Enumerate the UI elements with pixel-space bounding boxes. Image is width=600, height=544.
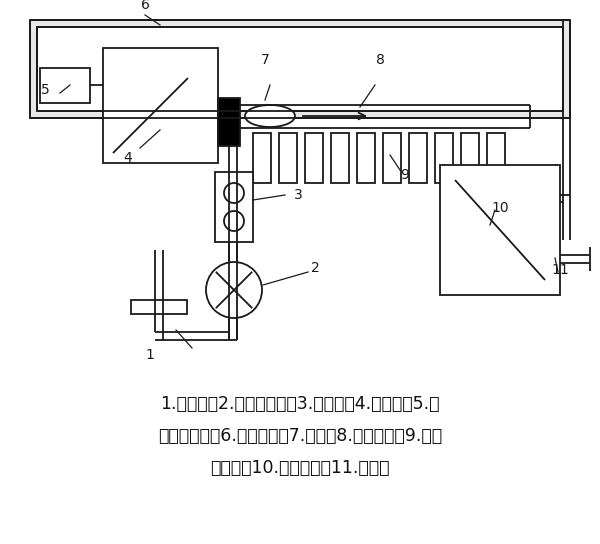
Bar — [30, 20, 570, 118]
Circle shape — [224, 183, 244, 203]
Text: 7: 7 — [260, 53, 269, 67]
Bar — [487, 133, 505, 183]
Text: 1.进液口；2.压力传感器；3.堵塞阀；4.注射泵；5.注: 1.进液口；2.压力传感器；3.堵塞阀；4.注射泵；5.注 — [160, 395, 440, 413]
Bar — [305, 133, 323, 183]
Bar — [103, 48, 218, 163]
Bar — [253, 133, 271, 183]
Bar — [357, 133, 375, 183]
Bar — [40, 68, 90, 103]
Bar — [440, 165, 560, 295]
Bar — [435, 133, 453, 183]
Text: 1: 1 — [146, 348, 154, 362]
Bar — [131, 300, 187, 314]
Text: 传感器；10.储液容器；11.出液口: 传感器；10.储液容器；11.出液口 — [210, 459, 390, 477]
Bar — [331, 133, 349, 183]
Circle shape — [206, 262, 262, 318]
Bar — [383, 133, 401, 183]
Bar — [279, 133, 297, 183]
Text: 6: 6 — [140, 0, 149, 12]
Bar — [215, 172, 253, 242]
Text: 5: 5 — [41, 83, 49, 97]
Circle shape — [224, 211, 244, 231]
Bar — [461, 133, 479, 183]
Text: 3: 3 — [293, 188, 302, 202]
Text: 11: 11 — [551, 263, 569, 277]
Bar — [37, 27, 563, 111]
Text: 9: 9 — [401, 168, 409, 182]
Bar — [218, 98, 240, 146]
Text: 2: 2 — [311, 261, 319, 275]
Text: 8: 8 — [376, 53, 385, 67]
Text: 10: 10 — [491, 201, 509, 215]
Text: 射泵控制阀；6.气体管路；7.气泡；8.第二管段；9.光学: 射泵控制阀；6.气体管路；7.气泡；8.第二管段；9.光学 — [158, 427, 442, 445]
Ellipse shape — [245, 105, 295, 127]
Text: 4: 4 — [124, 151, 133, 165]
Bar — [409, 133, 427, 183]
